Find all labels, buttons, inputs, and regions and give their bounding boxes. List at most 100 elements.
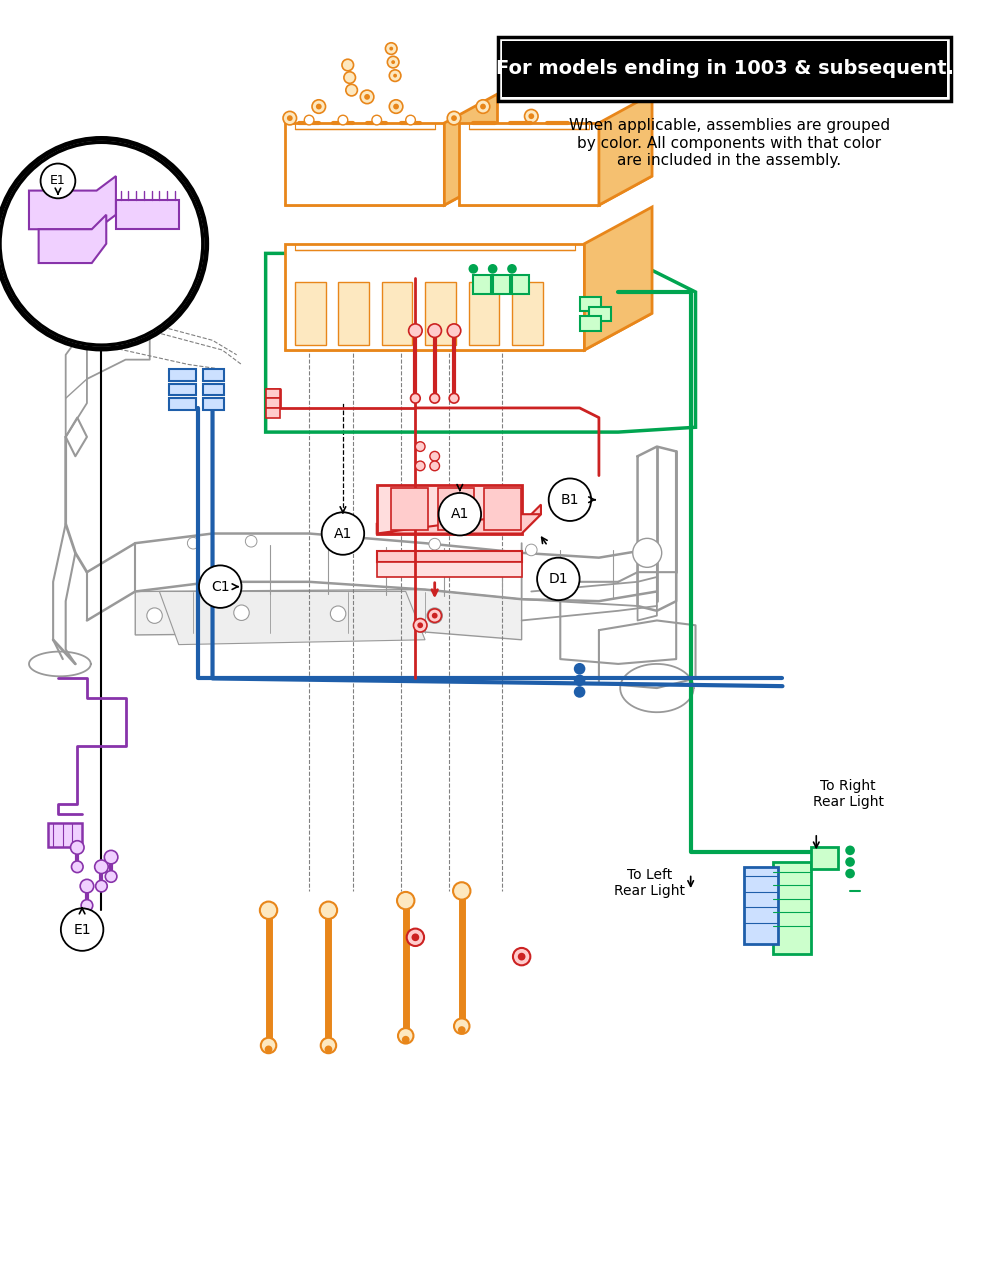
Polygon shape xyxy=(459,176,652,205)
Bar xyxy=(266,408,280,418)
Circle shape xyxy=(430,394,440,403)
Circle shape xyxy=(389,100,403,113)
Polygon shape xyxy=(459,123,599,205)
Circle shape xyxy=(432,613,438,618)
Bar xyxy=(266,389,280,398)
Text: B1: B1 xyxy=(561,493,579,507)
Circle shape xyxy=(412,934,419,941)
Bar xyxy=(203,398,224,409)
Text: For models ending in 1003 & subsequent.: For models ending in 1003 & subsequent. xyxy=(496,60,954,79)
Circle shape xyxy=(325,1045,332,1053)
Circle shape xyxy=(344,72,355,84)
Circle shape xyxy=(528,113,534,119)
Circle shape xyxy=(0,142,203,345)
Bar xyxy=(512,275,529,294)
Circle shape xyxy=(265,1045,272,1053)
Circle shape xyxy=(283,111,297,125)
Polygon shape xyxy=(377,504,541,533)
Bar xyxy=(744,867,778,944)
Bar xyxy=(498,37,951,101)
Circle shape xyxy=(407,929,424,946)
Circle shape xyxy=(320,902,337,919)
Text: E1: E1 xyxy=(73,922,91,936)
Circle shape xyxy=(409,324,422,337)
Circle shape xyxy=(372,115,382,125)
Polygon shape xyxy=(377,563,522,576)
Circle shape xyxy=(574,674,585,687)
Bar xyxy=(203,384,224,395)
Circle shape xyxy=(430,451,440,461)
Bar xyxy=(169,384,196,395)
Text: A1: A1 xyxy=(334,527,352,541)
Circle shape xyxy=(415,461,425,471)
Polygon shape xyxy=(584,207,652,350)
Circle shape xyxy=(633,538,662,568)
Circle shape xyxy=(96,881,107,892)
Bar xyxy=(203,369,224,381)
Bar xyxy=(438,488,474,530)
Text: To Left
Rear Light: To Left Rear Light xyxy=(614,868,685,898)
Bar xyxy=(391,488,428,530)
Circle shape xyxy=(389,70,401,81)
Polygon shape xyxy=(444,94,497,205)
Bar xyxy=(493,275,510,294)
Circle shape xyxy=(458,1026,466,1034)
Circle shape xyxy=(574,687,585,698)
Circle shape xyxy=(488,264,497,274)
Circle shape xyxy=(0,138,207,348)
Text: E1: E1 xyxy=(50,175,66,188)
Circle shape xyxy=(338,115,348,125)
Polygon shape xyxy=(295,283,326,345)
Circle shape xyxy=(417,622,423,628)
Circle shape xyxy=(199,565,242,608)
Circle shape xyxy=(411,394,420,403)
Circle shape xyxy=(526,544,537,556)
Bar xyxy=(473,275,491,294)
Polygon shape xyxy=(425,283,456,345)
Circle shape xyxy=(453,882,470,900)
Bar xyxy=(48,824,82,848)
Polygon shape xyxy=(512,283,543,345)
Circle shape xyxy=(312,100,326,113)
Polygon shape xyxy=(469,283,499,345)
Circle shape xyxy=(330,606,346,621)
Circle shape xyxy=(845,845,855,855)
Circle shape xyxy=(187,537,199,549)
Bar xyxy=(580,317,601,331)
Circle shape xyxy=(389,47,393,51)
Polygon shape xyxy=(382,283,412,345)
Circle shape xyxy=(430,461,440,471)
Circle shape xyxy=(397,892,414,910)
Circle shape xyxy=(385,43,397,54)
Polygon shape xyxy=(599,94,652,205)
Circle shape xyxy=(525,109,538,123)
Bar xyxy=(484,488,521,530)
Circle shape xyxy=(332,536,344,549)
Polygon shape xyxy=(135,589,522,640)
Circle shape xyxy=(513,948,530,965)
Circle shape xyxy=(429,538,440,550)
Polygon shape xyxy=(377,514,541,533)
Circle shape xyxy=(360,90,374,104)
Circle shape xyxy=(393,73,397,77)
Circle shape xyxy=(245,536,257,547)
Text: When applicable, assemblies are grouped
by color. All components with that color: When applicable, assemblies are grouped … xyxy=(569,118,890,169)
Circle shape xyxy=(469,264,478,274)
Polygon shape xyxy=(377,485,522,533)
Polygon shape xyxy=(377,551,522,563)
Polygon shape xyxy=(285,243,584,350)
Circle shape xyxy=(476,100,490,113)
Circle shape xyxy=(391,60,395,65)
Polygon shape xyxy=(338,283,369,345)
Bar xyxy=(266,398,280,408)
Text: A1: A1 xyxy=(451,507,469,521)
Circle shape xyxy=(537,557,580,601)
Circle shape xyxy=(364,94,370,100)
Circle shape xyxy=(346,85,357,96)
Circle shape xyxy=(387,56,399,68)
Circle shape xyxy=(304,115,314,125)
Circle shape xyxy=(261,1038,276,1053)
Circle shape xyxy=(449,394,459,403)
Bar xyxy=(169,398,196,409)
Polygon shape xyxy=(285,176,497,205)
